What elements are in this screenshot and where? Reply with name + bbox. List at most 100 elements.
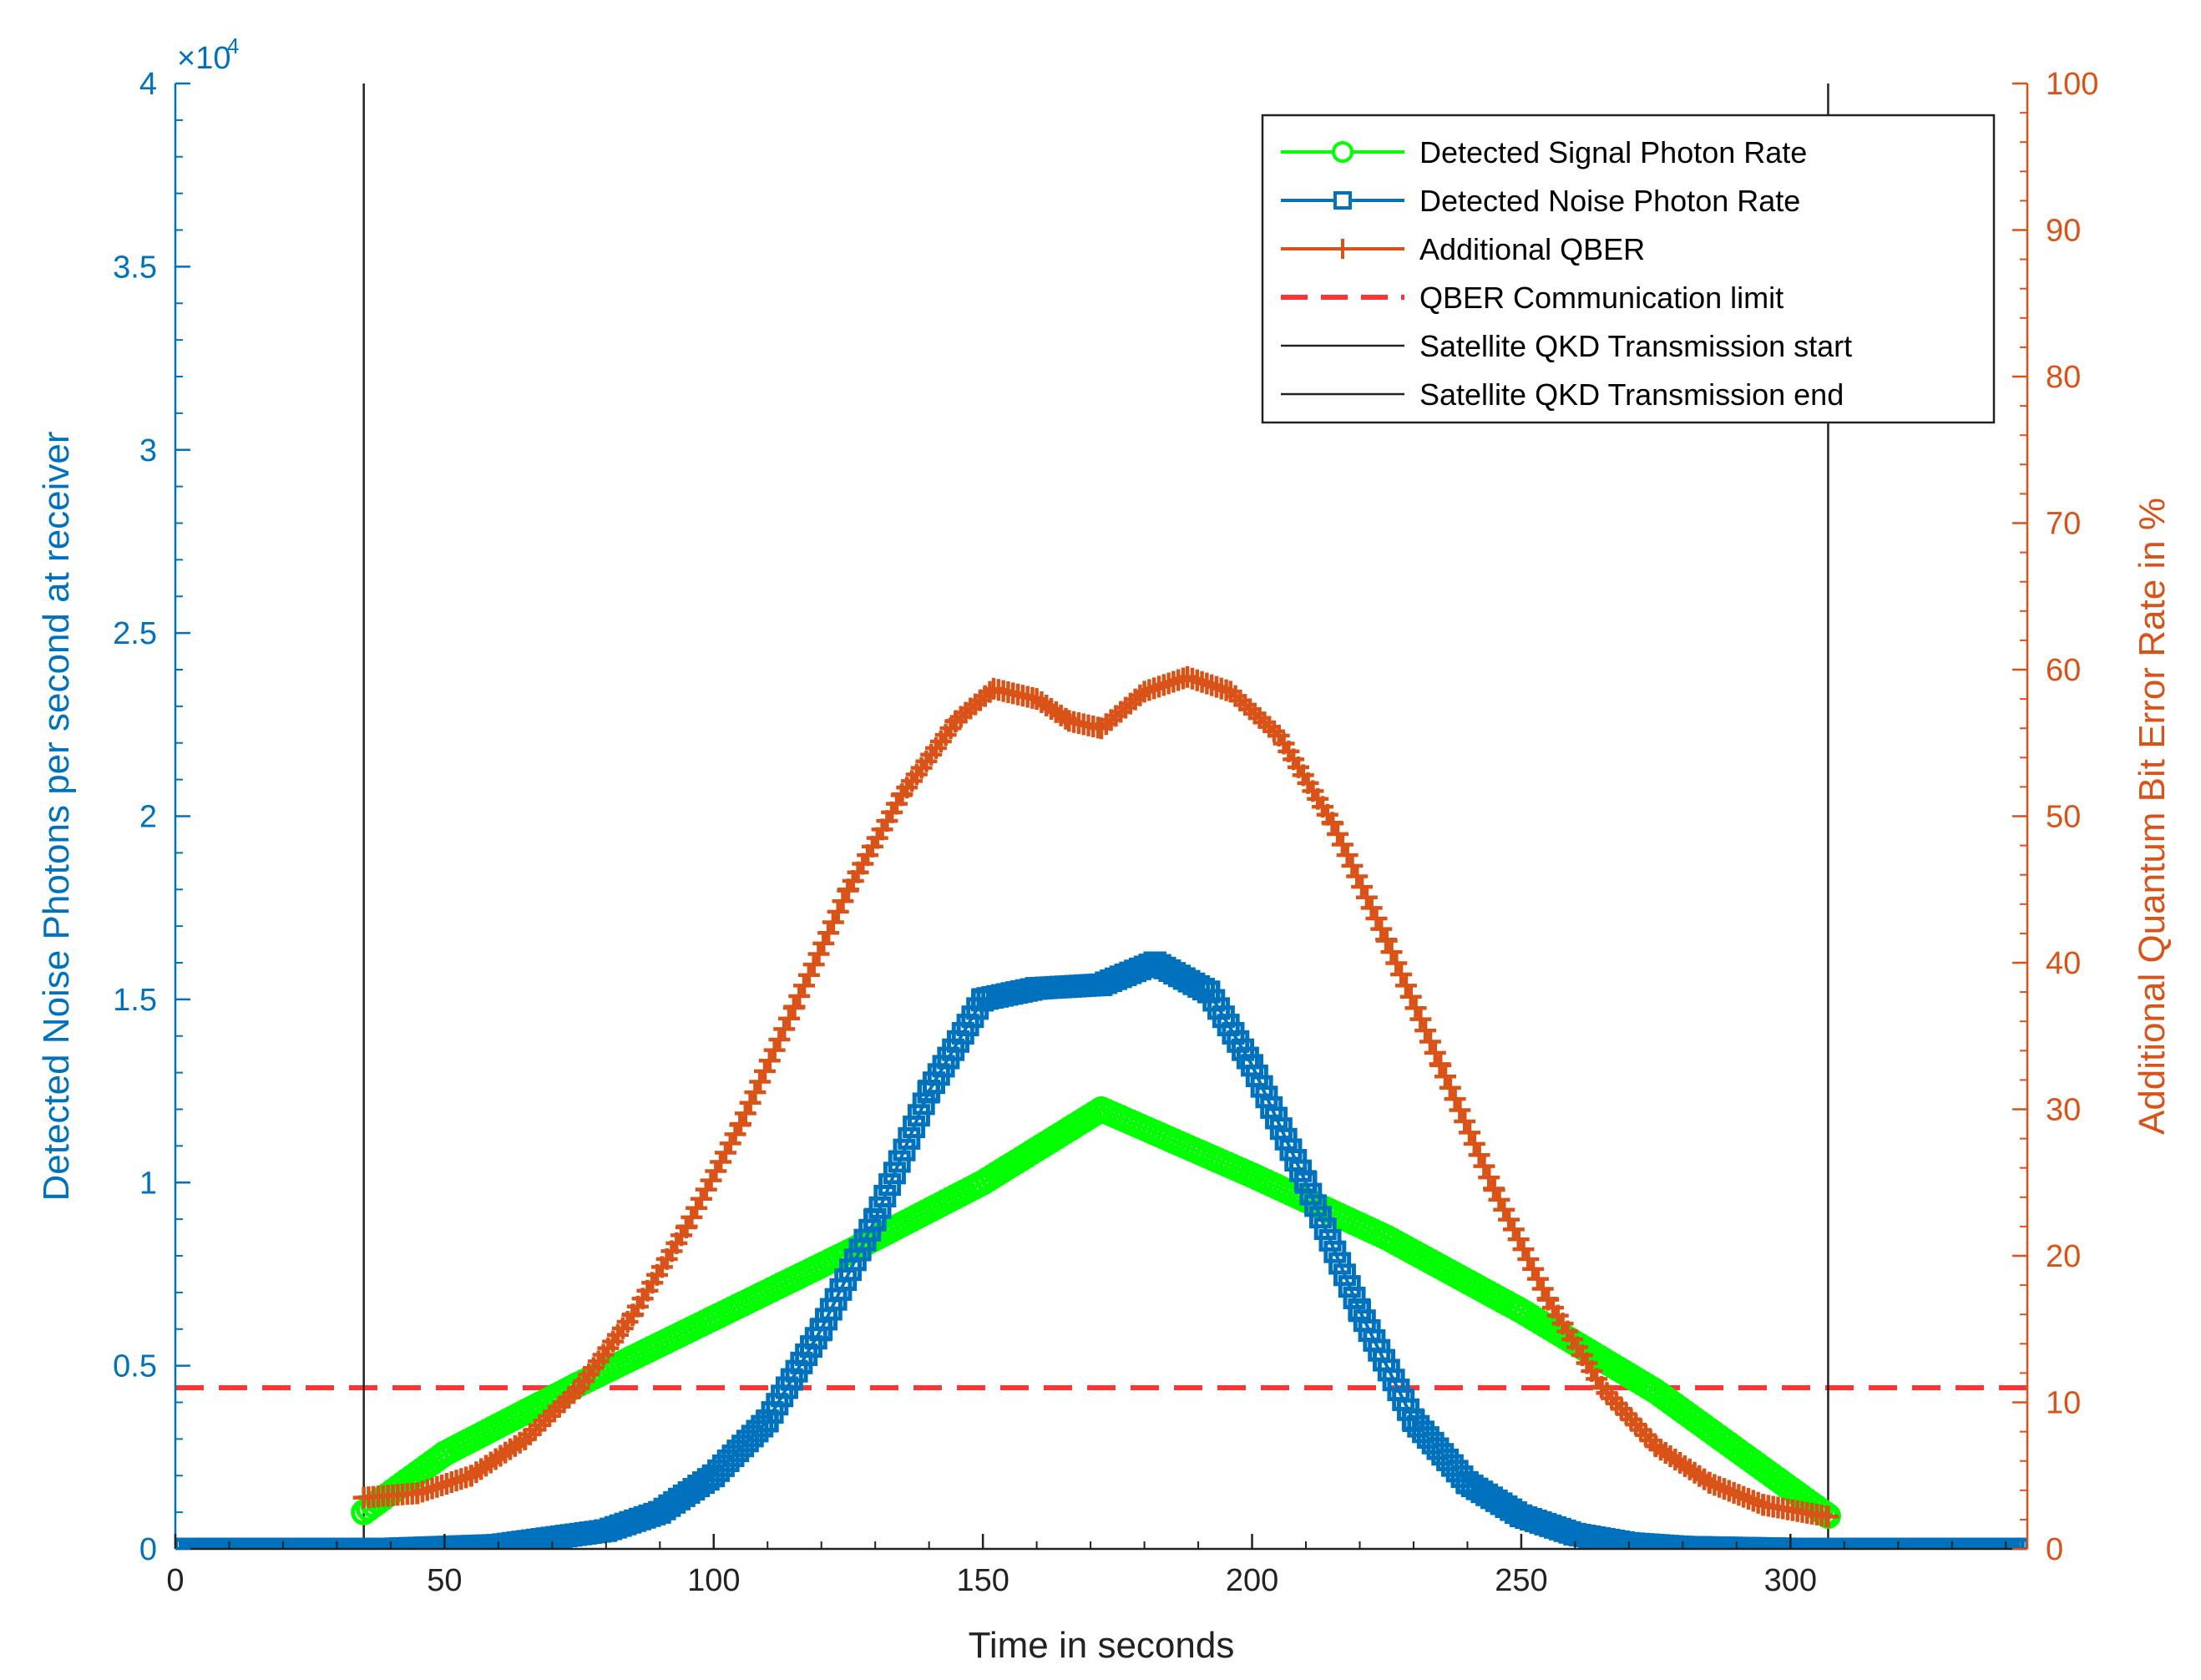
right-tick-label: 0 <box>2046 1532 2063 1567</box>
right-tick-label: 60 <box>2046 653 2081 688</box>
qber-marker <box>524 1419 546 1441</box>
qber-marker <box>1468 1144 1490 1166</box>
qber-marker <box>1591 1376 1613 1399</box>
qber-marker <box>1394 974 1417 997</box>
qber-marker <box>1439 1076 1461 1099</box>
qber-marker <box>1380 941 1403 964</box>
qber-marker <box>1351 876 1374 898</box>
qber-marker <box>1473 1155 1495 1177</box>
qber-marker <box>1531 1278 1554 1300</box>
left-tick-label: 2 <box>139 800 157 835</box>
qber-marker <box>773 1018 796 1040</box>
legend-entry-qber-communication-limit: QBER Communication limit <box>1281 281 1784 315</box>
qber-marker <box>1625 1414 1647 1436</box>
additional-qber-series <box>352 665 1839 1528</box>
axes: 0 50 100 150 200 250 30000.511.522.533.5401020… <box>36 33 2173 1666</box>
left-tick-label: 2.5 <box>113 616 157 651</box>
qber-marker <box>1463 1132 1485 1155</box>
qber-marker <box>1434 1065 1457 1088</box>
right-tick-label: 90 <box>2046 214 2081 249</box>
qber-marker <box>1610 1398 1632 1420</box>
legend-entry-detected-signal-photon-rate: Detected Signal Photon Rate <box>1281 135 1807 170</box>
noise-marker <box>893 1138 916 1161</box>
qber-marker <box>1817 1505 1839 1528</box>
right-tick-label: 80 <box>2046 360 2081 395</box>
legend-marker-circle <box>1332 141 1353 163</box>
qber-marker <box>1703 1474 1726 1496</box>
qber-marker <box>1355 886 1378 908</box>
legend-entry-satellite-qkd-transmission-end: Satellite QKD Transmission end <box>1281 377 1844 412</box>
noise-marker <box>1328 1252 1352 1275</box>
legend-label: QBER Communication limit <box>1419 281 1784 315</box>
noise-marker <box>868 1196 892 1219</box>
legend-label: Additional QBER <box>1419 232 1645 266</box>
qber-marker <box>802 954 825 976</box>
qber-marker <box>529 1414 551 1436</box>
qber-marker <box>778 1007 801 1030</box>
x-tick-label: 300 <box>1764 1563 1817 1598</box>
qber-marker <box>1375 929 1398 952</box>
qber-marker <box>768 1028 791 1050</box>
qber-marker <box>1522 1257 1545 1280</box>
x-tick-label: 0 <box>166 1563 184 1598</box>
qber-marker <box>553 1391 575 1414</box>
qber-marker <box>739 1091 761 1114</box>
qber-marker <box>558 1386 580 1409</box>
qber-marker <box>1728 1484 1750 1506</box>
qber-marker <box>1327 822 1349 845</box>
noise-marker <box>1318 1228 1342 1252</box>
qber-marker <box>1262 720 1285 742</box>
qber-marker <box>734 1102 756 1125</box>
qber-marker <box>1718 1480 1740 1502</box>
noise-marker <box>873 1184 897 1207</box>
qber-marker <box>817 922 840 944</box>
right-tick-label: 30 <box>2046 1093 2081 1128</box>
right-tick-label: 50 <box>2046 800 2081 835</box>
qber-marker <box>1512 1238 1535 1261</box>
qber-marker <box>1129 684 1151 706</box>
qber-marker <box>1620 1408 1642 1430</box>
qber-marker <box>1365 908 1388 929</box>
qber-marker <box>827 900 849 923</box>
qber-marker <box>710 1151 732 1173</box>
qber-marker <box>548 1395 570 1418</box>
noise-marker <box>1333 1263 1356 1287</box>
legend-label: Satellite QKD Transmission end <box>1419 377 1844 412</box>
qber-marker <box>793 974 816 997</box>
qber-marker <box>1454 1110 1476 1132</box>
left-axis-label: Detected Noise Photons per second at rec… <box>36 431 77 1201</box>
right-tick-label: 100 <box>2046 67 2098 102</box>
qber-marker <box>1419 1030 1441 1053</box>
qber-marker <box>1526 1268 1549 1290</box>
legend-entry-additional-qber: Additional QBER <box>1281 232 1645 266</box>
noise-marker <box>898 1126 921 1150</box>
qber-marker <box>812 932 835 954</box>
qber-marker <box>1360 897 1383 919</box>
qber-marker <box>514 1428 537 1450</box>
qber-marker <box>1444 1088 1466 1111</box>
qber-marker <box>1346 865 1369 888</box>
qber-marker <box>744 1081 767 1104</box>
qber-marker <box>788 985 811 1008</box>
qber-marker <box>1615 1403 1637 1425</box>
qber-marker <box>1488 1188 1510 1211</box>
legend-entry-satellite-qkd-transmission-start: Satellite QKD Transmission start <box>1281 329 1852 363</box>
noise-marker <box>1308 1206 1332 1229</box>
qber-marker <box>1336 844 1359 867</box>
qber-marker <box>1483 1179 1505 1202</box>
left-tick-label: 0.5 <box>113 1349 157 1384</box>
qber-marker <box>714 1141 736 1164</box>
legend: Detected Signal Photon Rate Detected Nois… <box>1261 114 1996 424</box>
qber-marker <box>1429 1054 1452 1076</box>
qber-marker <box>1708 1475 1731 1498</box>
legend-label: Detected Noise Photon Rate <box>1419 184 1800 218</box>
qber-marker <box>543 1400 565 1423</box>
noise-marker <box>1304 1194 1328 1217</box>
qber-marker <box>1742 1490 1764 1512</box>
qber-marker <box>822 911 844 934</box>
left-tick-label: 1.5 <box>113 983 157 1018</box>
qber-marker <box>763 1039 786 1061</box>
noise-marker <box>883 1161 906 1185</box>
noise-marker <box>903 1116 926 1139</box>
